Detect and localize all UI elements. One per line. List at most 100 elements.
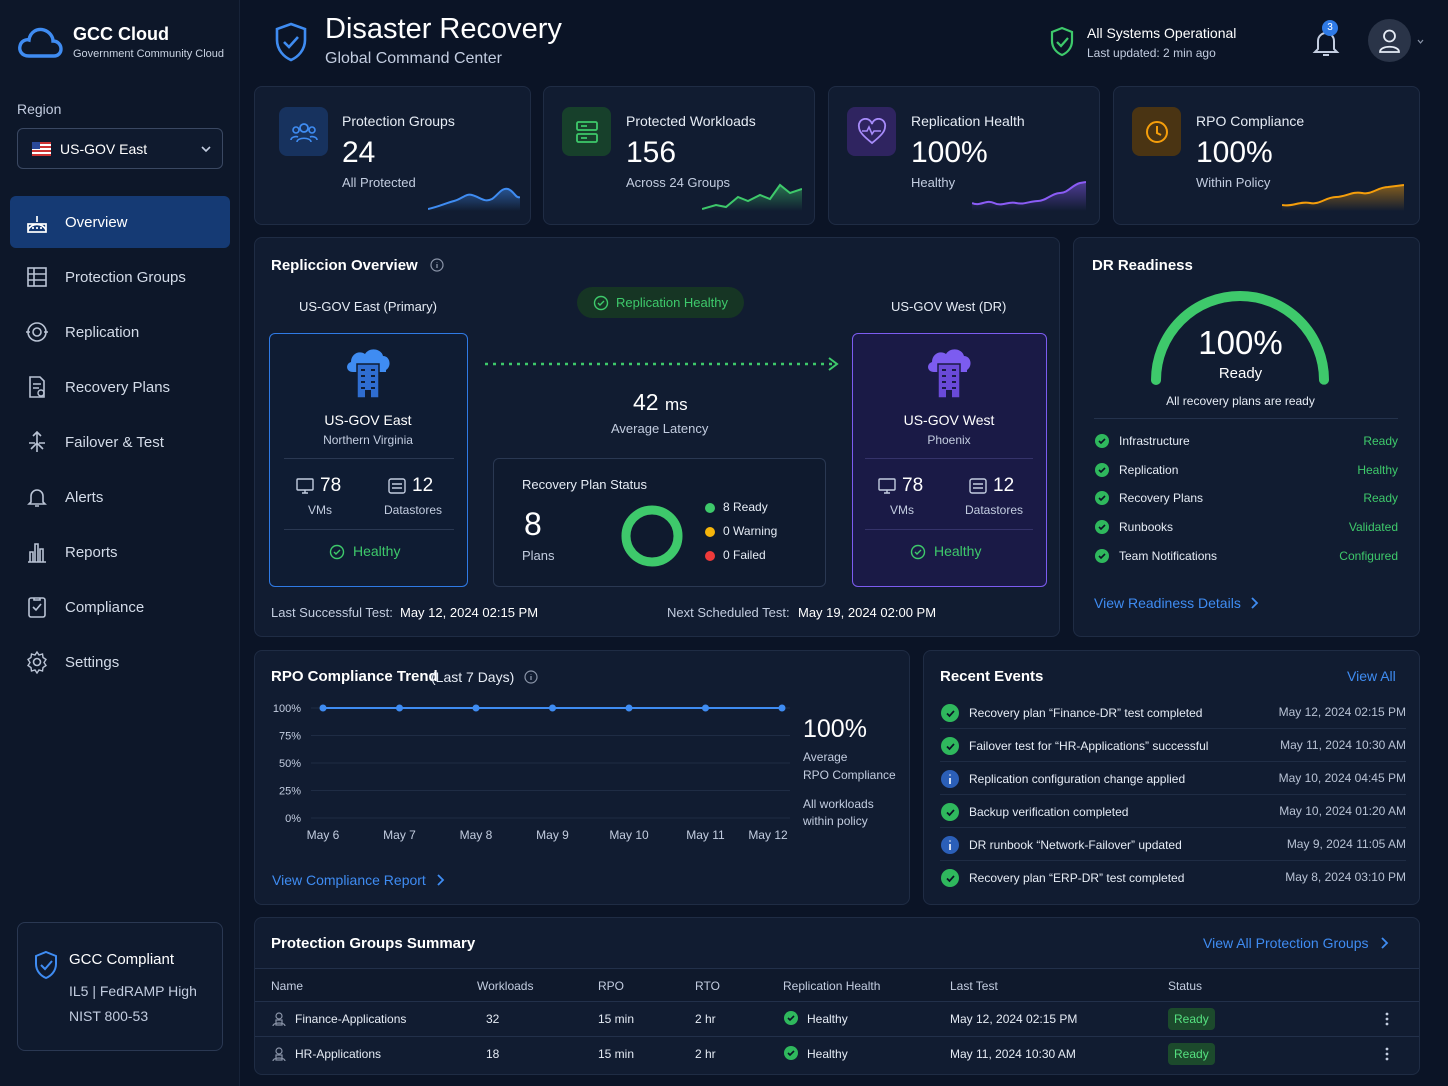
column-header[interactable]: RPO [598,979,625,993]
chevron-down-icon[interactable] [1417,39,1424,45]
region-select[interactable]: US-GOV East [17,128,223,169]
chevron-right-icon [435,873,445,887]
status-badge: Ready [1168,1043,1215,1065]
last-test-label: Last Successful Test: [271,605,393,620]
y-tick-label: 50% [279,758,301,770]
data-point[interactable] [549,704,556,712]
event-item[interactable]: Backup verification completed May 10, 202… [940,802,1406,828]
view-all-protection-groups-link[interactable]: View All Protection Groups [1203,935,1389,951]
legend-dot-ready [705,503,715,513]
notifications-button[interactable]: 3 [1311,20,1343,60]
rpo-big-value: 100% [803,715,867,743]
more-vertical-icon[interactable] [1383,1011,1391,1027]
data-point[interactable] [778,704,786,712]
dr-site-heading: US-GOV West (DR) [891,299,1007,314]
primary-site-heading: US-GOV East (Primary) [299,299,437,314]
event-item[interactable]: Recovery plan “ERP-DR” test completed May… [940,868,1406,894]
view-readiness-details-link[interactable]: View Readiness Details [1094,595,1259,611]
cloud-logo-icon [17,24,63,60]
x-tick-label: May 8 [460,828,493,842]
row-workloads: 32 [486,1012,500,1026]
info-icon[interactable] [524,670,538,684]
replication-overview-panel: Repliccion Overview US-GOV East (Primary… [254,237,1060,637]
column-header[interactable]: Workloads [477,979,534,993]
datastore-icon [388,478,406,494]
sidebar-item-protection-groups[interactable]: Protection Groups [10,251,230,303]
sidebar-item-label: Overview [65,213,128,231]
event-time: May 9, 2024 11:05 AM [1286,837,1406,851]
compliance-icon [24,594,50,620]
data-point[interactable] [702,704,709,712]
row-rto: 2 hr [695,1047,716,1061]
view-compliance-report-link[interactable]: View Compliance Report [272,872,445,888]
chevron-right-icon [1379,936,1389,950]
overview-icon [24,209,50,235]
column-header[interactable]: Status [1168,979,1203,993]
data-point[interactable] [396,704,403,712]
failover-icon [24,429,50,455]
readiness-item: Runbooks Validated [1094,520,1398,540]
primary-site-card[interactable]: US-GOV East Northern Virginia 78 VMs 12 … [269,333,468,587]
stat-card-replication-health[interactable]: Replication Health 100% Healthy [828,86,1100,225]
divider [1094,418,1398,419]
plan-count-label: Plans [522,548,555,563]
x-tick-label: May 9 [536,828,569,842]
next-test-label: Next Scheduled Test: [667,605,790,620]
y-tick-label: 75% [279,731,301,743]
sidebar-item-settings[interactable]: Settings [10,636,230,688]
column-header[interactable]: RTO [695,979,720,993]
stat-card-rpo-compliance[interactable]: RPO Compliance 100% Within Policy [1113,86,1420,225]
section-title: DR Readiness [1092,257,1193,274]
event-item[interactable]: Recovery plan “Finance-DR” test complete… [940,703,1406,729]
legend-dot-failed [705,551,715,561]
table-row[interactable]: Finance-Applications 32 15 min 2 hr Heal… [255,1002,1419,1037]
section-title: Repliccion Overview [271,257,418,274]
data-point[interactable] [472,704,480,712]
divider [865,458,1033,459]
table-row[interactable]: HR-Applications 18 15 min 2 hr Healthy M… [255,1037,1419,1072]
column-header[interactable]: Last Test [950,979,998,993]
row-rpo: 15 min [598,1012,635,1026]
column-header[interactable]: Name [271,979,304,993]
sidebar-item-compliance[interactable]: Compliance [10,581,230,633]
data-point[interactable] [319,704,327,712]
info-icon[interactable] [430,258,444,272]
readiness-item-name: Runbooks [1119,520,1174,534]
vm-label: VMs [890,503,914,517]
event-item[interactable]: DR runbook “Network-Failover” updated May… [940,835,1406,861]
view-all-events-link[interactable]: View All [1347,668,1396,684]
vm-label: VMs [308,503,332,517]
more-vertical-icon[interactable] [1383,1046,1391,1062]
user-avatar[interactable] [1368,19,1411,62]
sidebar-item-overview[interactable]: Overview [10,196,230,248]
rpo-note-2: within policy [803,814,868,828]
event-item[interactable]: Replication configuration change applied… [940,769,1406,795]
sidebar-item-recovery-plans[interactable]: Recovery Plans [10,361,230,413]
sparkline [428,187,520,211]
dr-site-card[interactable]: US-GOV West Phoenix 78 VMs 12 Datastores… [852,333,1047,587]
sidebar-item-replication[interactable]: Replication [10,306,230,358]
stat-card-protected-workloads[interactable]: Protected Workloads 156 Across 24 Groups [543,86,815,225]
sidebar-item-failover-test[interactable]: Failover & Test [10,416,230,468]
notification-count-badge: 3 [1322,20,1338,36]
stat-card-protection-groups[interactable]: Protection Groups 24 All Protected [254,86,531,225]
page-title: Disaster Recovery [325,13,562,45]
sidebar-item-alerts[interactable]: Alerts [10,471,230,523]
stat-value: 100% [911,136,988,169]
recovery-plan-status-card: Recovery Plan Status 8 Plans 8 Ready 0 W… [493,458,826,587]
data-point[interactable] [625,704,633,712]
shield-header-icon [273,21,309,63]
event-time: May 11, 2024 10:30 AM [1280,738,1406,752]
stat-value: 156 [626,136,677,169]
sidebar-item-reports[interactable]: Reports [10,526,230,578]
column-header[interactable]: Replication Health [783,979,881,993]
replication-status-text: Replication Healthy [615,295,728,310]
plan-status-donut [621,505,683,567]
reports-icon [24,539,50,565]
datastore-icon [969,478,987,494]
legend-warning: 0 Warning [723,524,778,538]
event-item[interactable]: Failover test for “HR-Applications” succ… [940,736,1406,762]
row-last-test: May 12, 2024 02:15 PM [950,1012,1078,1026]
datastore-count: 12 [412,475,434,496]
last-updated: Last updated: 2 min ago [1087,46,1216,60]
